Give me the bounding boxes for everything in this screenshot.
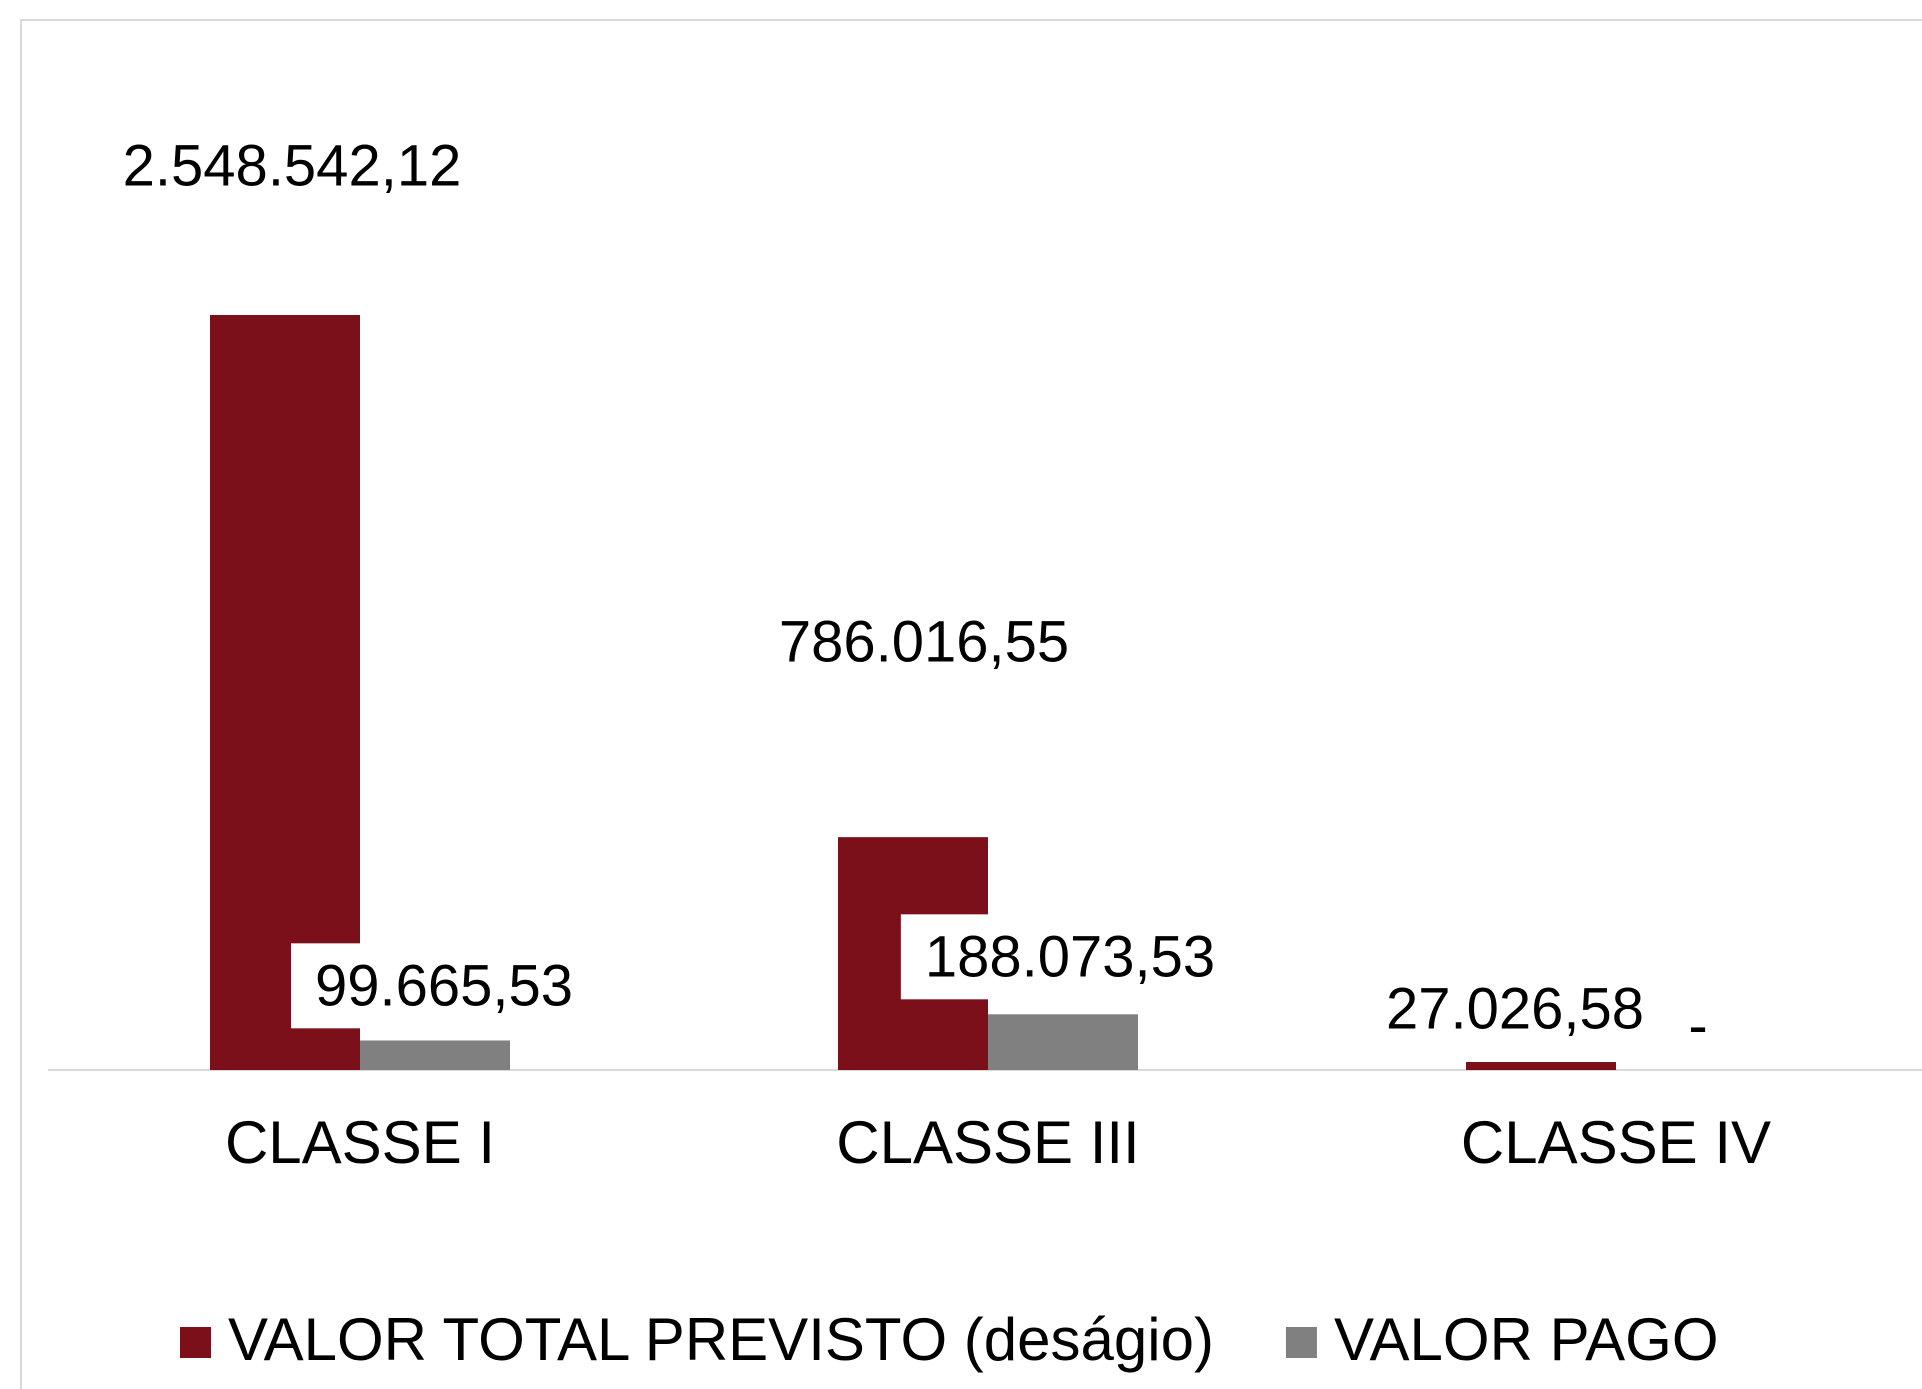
x-tick-label: CLASSE IV [1461,1109,1771,1176]
data-label: 27.026,58 [1386,976,1644,1041]
data-label: 188.073,53 [925,924,1215,989]
legend-swatch [180,1327,211,1358]
x-tick-label: CLASSE I [225,1109,495,1176]
legend-label: VALOR PAGO [1334,1306,1719,1373]
data-label: - [1688,993,1707,1058]
data-label: 2.548.542,12 [123,133,462,198]
chart-frame [20,19,1922,1389]
x-tick-label: CLASSE III [836,1109,1139,1176]
legend-swatch [1285,1327,1317,1358]
data-label: 99.665,53 [315,953,573,1018]
label-background [900,914,1240,1000]
bar [1466,1061,1616,1070]
bar [988,1014,1138,1070]
data-label: 786.016,55 [779,609,1069,674]
label-background [290,943,598,1029]
bar [360,1040,510,1070]
legend-label: VALOR TOTAL PREVISTO (deságio) [228,1306,1214,1373]
